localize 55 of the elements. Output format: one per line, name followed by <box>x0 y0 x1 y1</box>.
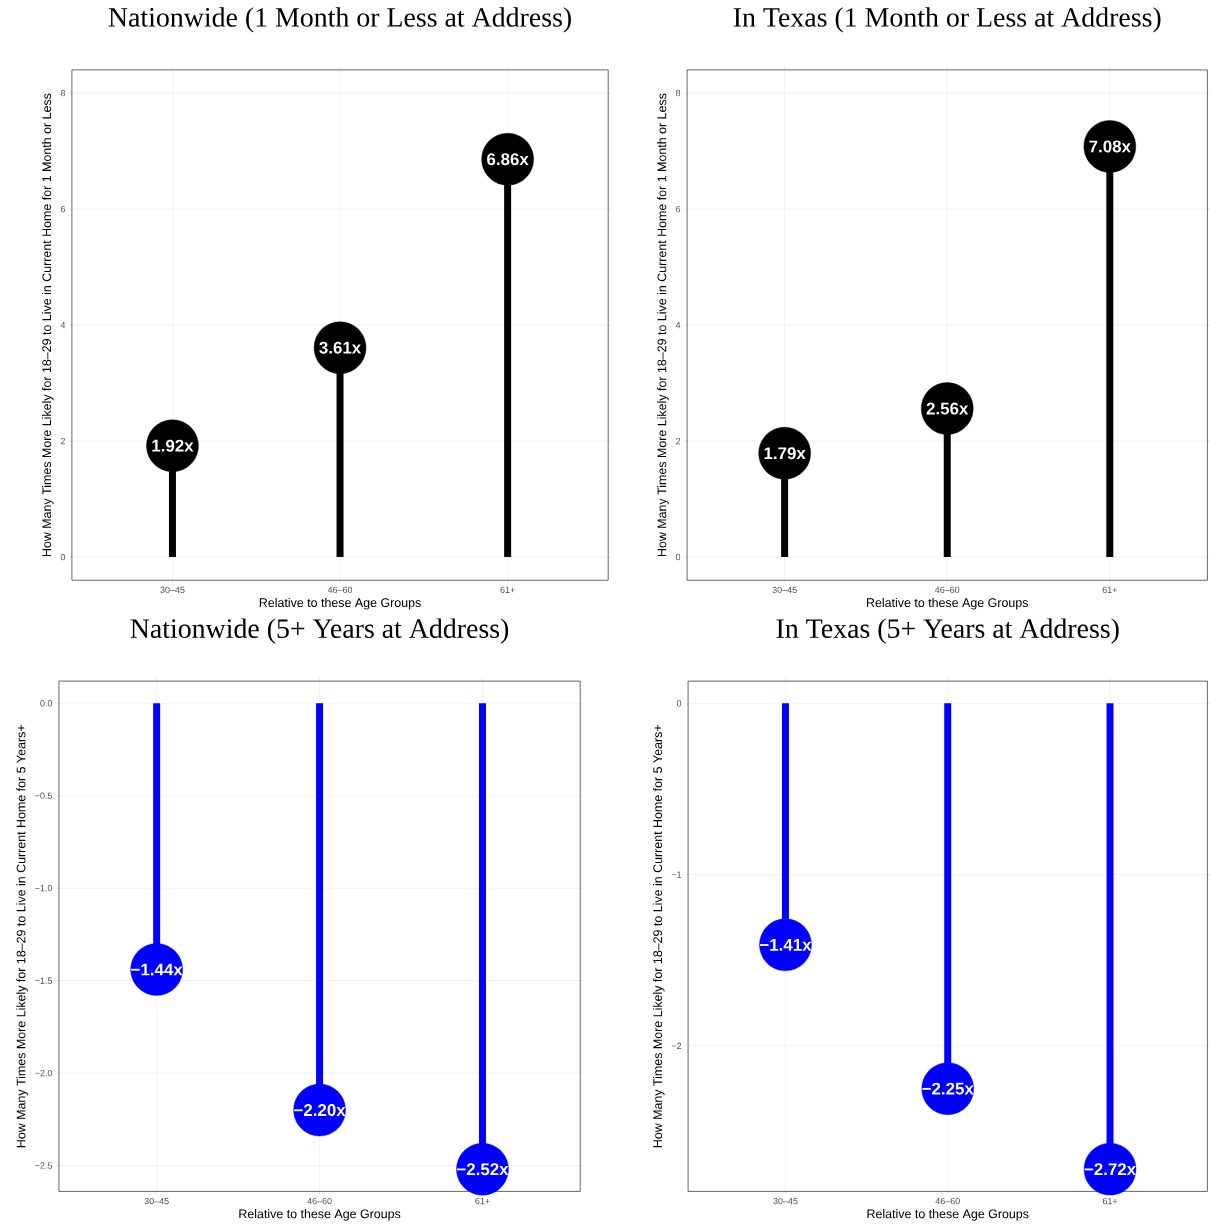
data-label: 7.08x <box>1089 140 1131 153</box>
x-axis-title: Relative to these Age Groups <box>239 1209 401 1221</box>
y-tick-label: −2.5 <box>34 1162 52 1169</box>
x-tick-label: 61+ <box>1102 1197 1117 1205</box>
y-tick-label: 8 <box>60 89 65 97</box>
y-tick-label: 0 <box>676 700 681 707</box>
x-tick-label: 46–60 <box>934 586 960 594</box>
y-tick-label: 0 <box>675 553 680 561</box>
data-label: −1.44x <box>131 963 183 976</box>
x-tick-label: 61+ <box>475 1197 490 1205</box>
y-tick-label: 8 <box>675 89 680 97</box>
y-axis-title: How Many Times More Likely for 18–29 to Live in Current Home for 1 Month or Less <box>656 93 669 557</box>
data-label: 1.79x <box>764 447 806 460</box>
chart-title: Nationwide (1 Month or Less at Address) <box>108 7 571 33</box>
chart-title: Nationwide (5+ Years at Address) <box>130 618 508 644</box>
y-axis-title: How Many Times More Likely for 18–29 to Live in Current Home for 1 Month or Less <box>41 93 54 557</box>
y-tick-label: 0.0 <box>40 700 52 707</box>
x-tick-label: 61+ <box>500 586 515 594</box>
y-tick-label: −1.5 <box>34 977 52 984</box>
y-axis-title: How Many Times More Likely for 18–29 to Live in Current Home for 5 Years+ <box>16 725 28 1148</box>
x-axis-title: Relative to these Age Groups <box>867 1209 1029 1221</box>
chart-title: In Texas (5+ Years at Address) <box>776 618 1119 644</box>
x-tick-label: 46–60 <box>935 1197 960 1205</box>
y-tick-label: 6 <box>60 205 65 213</box>
y-tick-label: −1 <box>671 871 681 878</box>
data-label: −2.72x <box>1084 1163 1136 1176</box>
x-tick-label: 61+ <box>1102 586 1117 594</box>
x-axis-title: Relative to these Age Groups <box>866 597 1028 610</box>
y-tick-label: −0.5 <box>34 792 52 799</box>
y-tick-label: 0 <box>60 553 65 561</box>
x-tick-label: 46–60 <box>307 1197 332 1205</box>
y-tick-label: 6 <box>675 205 680 213</box>
data-label: 6.86x <box>486 153 529 166</box>
data-label: 2.56x <box>926 402 969 415</box>
x-tick-label: 30–45 <box>773 1197 798 1205</box>
y-tick-label: 4 <box>60 321 65 329</box>
y-tick-label: 4 <box>675 321 681 329</box>
data-label: 3.61x <box>319 341 361 354</box>
y-tick-label: −2.0 <box>34 1069 52 1077</box>
data-label: −1.41x <box>759 939 812 951</box>
chart-title: In Texas (1 Month or Less at Address) <box>733 7 1161 33</box>
y-tick-label: −2 <box>671 1042 681 1049</box>
x-tick-label: 30–45 <box>160 586 185 594</box>
x-axis-title: Relative to these Age Groups <box>259 597 421 610</box>
data-label: 1.92x <box>152 439 194 452</box>
y-tick-label: −1.0 <box>34 885 52 892</box>
data-label: −2.25x <box>922 1082 974 1095</box>
y-tick-label: 2 <box>675 437 680 445</box>
x-tick-label: 46–60 <box>327 586 352 594</box>
data-label: −2.20x <box>293 1104 346 1117</box>
y-axis-title: How Many Times More Likely for 18–29 to Live in Current Home for 5 Years+ <box>652 725 665 1148</box>
data-label: −2.52x <box>456 1163 509 1176</box>
x-tick-label: 30–45 <box>772 586 797 594</box>
x-tick-label: 30–45 <box>144 1197 169 1205</box>
y-tick-label: 2 <box>60 437 65 445</box>
